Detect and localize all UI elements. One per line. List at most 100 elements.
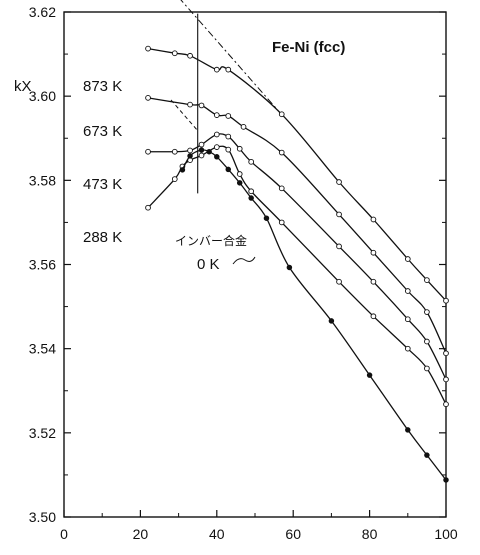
data-point (225, 113, 232, 119)
data-point (404, 316, 411, 323)
data-point (187, 147, 193, 154)
data-point (404, 256, 411, 262)
y-tick-label: 3.62 (29, 4, 56, 20)
data-point (424, 277, 430, 283)
series-473k (145, 131, 449, 383)
data-point (179, 167, 186, 173)
data-point (336, 243, 342, 250)
data-point (225, 166, 232, 173)
data-point (336, 211, 342, 218)
data-point (443, 350, 449, 357)
data-point (248, 195, 254, 201)
data-point (404, 345, 411, 352)
data-point (145, 148, 151, 155)
data-point (236, 145, 243, 152)
data-point (236, 171, 243, 177)
series-label: 0 K (197, 256, 220, 273)
data-point (248, 158, 255, 165)
y-axis-label: kX (14, 78, 32, 95)
series-673k (145, 94, 449, 357)
data-point (145, 204, 151, 211)
data-series (145, 45, 449, 483)
data-point (213, 112, 220, 118)
series-line-873k (147, 47, 447, 302)
invar-annotation: インバー合金 (175, 233, 247, 248)
data-point (213, 131, 220, 138)
series-label: 673 K (83, 123, 122, 140)
series-labels: 873 K 673 K 473 K 288 K 0 K (83, 78, 256, 273)
data-point (225, 66, 232, 73)
x-tick-label: 40 (209, 526, 225, 542)
data-point (187, 153, 193, 159)
data-point (198, 102, 205, 109)
data-point (278, 219, 285, 226)
y-tick-label: 3.60 (29, 88, 56, 104)
y-tick-label: 3.56 (29, 257, 56, 273)
series-line-673k (147, 97, 447, 354)
chart-title: Fe-Ni (fcc) (272, 39, 345, 56)
series-0k (179, 147, 449, 483)
data-point (198, 152, 205, 159)
data-point (225, 146, 232, 153)
data-point (370, 313, 377, 320)
data-point (278, 185, 285, 192)
data-point (236, 180, 243, 186)
data-point (366, 372, 373, 378)
series-288k (145, 144, 449, 408)
data-point (214, 154, 220, 160)
series-label: 873 K (83, 78, 122, 95)
data-point (198, 147, 205, 153)
data-point (404, 288, 411, 294)
data-point (336, 278, 342, 285)
y-tick-label: 3.52 (29, 425, 56, 441)
data-point (240, 124, 247, 130)
x-tick-label: 0 (60, 526, 68, 542)
x-tick-label: 20 (133, 526, 149, 542)
dash-dot-reference-line (180, 0, 283, 116)
series-label: 473 K (83, 176, 122, 193)
data-point (171, 50, 178, 57)
x-tick-label: 80 (362, 526, 378, 542)
zero-k-leader (232, 256, 256, 265)
data-point (213, 66, 220, 73)
data-point (278, 149, 285, 156)
data-point (424, 452, 430, 458)
y-tick-label: 3.54 (29, 341, 56, 357)
data-point (370, 278, 377, 285)
data-point (370, 249, 377, 256)
data-point (248, 188, 255, 195)
series-873k (145, 45, 449, 304)
data-point (424, 338, 430, 345)
x-tick-label: 60 (285, 526, 301, 542)
reference-lines (170, 0, 283, 194)
axis-ticks: 0 20 40 60 80 100 3.50 3.52 3.54 3.56 3.58 3.60 3.62 (29, 4, 458, 542)
data-point (286, 264, 293, 271)
data-point (405, 427, 411, 433)
data-point (225, 133, 232, 140)
data-point (213, 144, 220, 150)
series-line-288k (147, 145, 447, 405)
data-point (145, 94, 151, 101)
data-point (145, 45, 151, 52)
data-point (336, 179, 342, 185)
x-tick-label: 100 (434, 526, 458, 542)
data-point (443, 297, 449, 304)
series-label: 288 K (83, 229, 122, 246)
data-point (187, 101, 193, 108)
data-point (198, 141, 205, 148)
data-point (443, 477, 449, 483)
data-point (328, 318, 335, 324)
data-point (443, 376, 449, 383)
y-tick-label: 3.50 (29, 509, 56, 525)
data-point (278, 111, 285, 118)
data-point (443, 401, 449, 408)
data-point (370, 216, 377, 223)
data-point (263, 215, 270, 221)
data-point (171, 148, 178, 155)
data-point (424, 309, 430, 315)
data-point (171, 176, 178, 182)
y-tick-label: 3.58 (29, 172, 56, 188)
data-point (206, 148, 212, 155)
data-point (424, 365, 430, 372)
